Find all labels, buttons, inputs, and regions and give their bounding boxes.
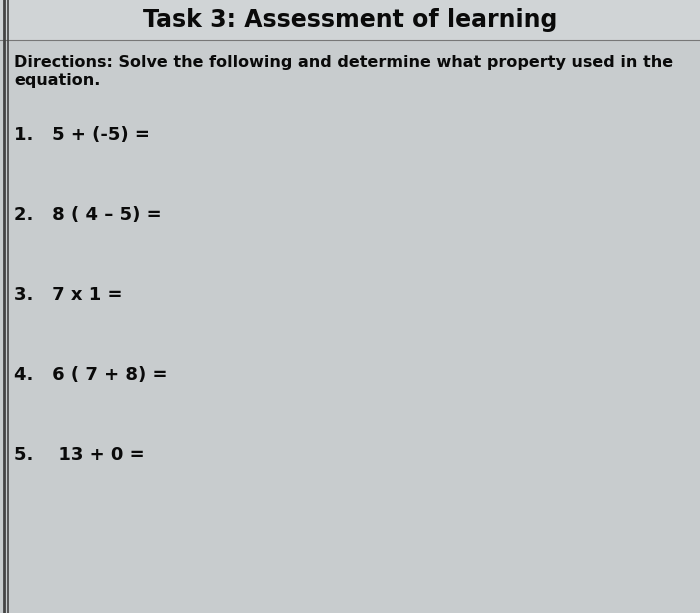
Text: 3.   7 x 1 =: 3. 7 x 1 = bbox=[14, 286, 122, 304]
Text: 2.   8 ( 4 – 5) =: 2. 8 ( 4 – 5) = bbox=[14, 206, 162, 224]
Text: Directions: Solve the following and determine what property used in the: Directions: Solve the following and dete… bbox=[14, 55, 673, 70]
Text: equation.: equation. bbox=[14, 73, 100, 88]
Text: Task 3: Assessment of learning: Task 3: Assessment of learning bbox=[143, 8, 557, 32]
Bar bbox=[0, 0, 700, 40]
Text: 4.   6 ( 7 + 8) =: 4. 6 ( 7 + 8) = bbox=[14, 366, 167, 384]
Text: 5.    13 + 0 =: 5. 13 + 0 = bbox=[14, 446, 145, 464]
Text: 1.   5 + (-5) =: 1. 5 + (-5) = bbox=[14, 126, 150, 144]
